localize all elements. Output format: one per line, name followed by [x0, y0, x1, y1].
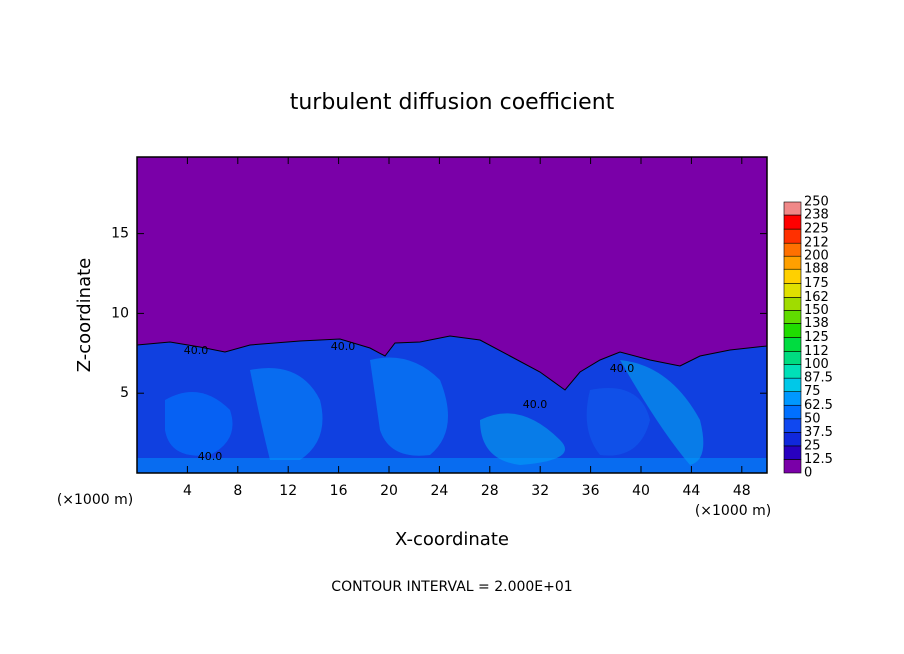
colorbar-label: 138: [804, 316, 829, 331]
x-axis-title: X-coordinate: [395, 529, 509, 550]
contour-label: 40.0: [184, 344, 209, 357]
colorbar-label: 150: [804, 303, 829, 318]
x-tick-label: 36: [582, 483, 600, 499]
colorbar-label: 50: [804, 411, 821, 426]
colorbar-label: 225: [804, 222, 829, 237]
colorbar-label: 162: [804, 290, 829, 305]
colorbar-label: 0: [804, 466, 812, 481]
colorbar-swatch: [783, 351, 802, 365]
chart-title: turbulent diffusion coefficient: [290, 90, 615, 115]
x-tick-label: 24: [430, 483, 448, 499]
contour-label: 40.0: [523, 398, 548, 411]
colorbar-swatch: [783, 282, 802, 298]
colorbar-swatch: [783, 364, 802, 379]
colorbar-swatch: [783, 297, 802, 311]
colorbar-swatch: [783, 255, 802, 270]
colorbar-label: 250: [804, 195, 829, 210]
x-tick-label: 40: [632, 483, 650, 499]
swirl: [480, 413, 565, 465]
x-unit-label: (×1000 m): [695, 503, 771, 519]
colorbar-swatch: [783, 418, 802, 433]
colorbar-swatch: [783, 445, 802, 460]
swirl: [250, 368, 323, 460]
colorbar-swatch: [783, 323, 802, 338]
swirl: [370, 357, 448, 456]
x-tick-label: 16: [330, 483, 348, 499]
y-tick-label: 5: [120, 385, 129, 401]
contour-label: 40.0: [610, 362, 635, 375]
colorbar-swatch: [783, 228, 802, 244]
colorbar-swatch: [783, 242, 802, 257]
colorbar-swatch: [783, 268, 802, 284]
colorbar-swatch: [783, 214, 802, 230]
swirl: [165, 392, 233, 456]
colorbar-label: 100: [804, 357, 829, 372]
footer: CONTOUR INTERVAL = 2.000E+01: [331, 579, 572, 595]
colorbar-label: 87.5: [804, 371, 833, 386]
colorbar-swatch: [783, 459, 802, 474]
colorbar-label: 62.5: [804, 398, 833, 413]
colorbar-label: 37.5: [804, 425, 833, 440]
colorbar-swatch: [783, 404, 802, 420]
x-unit-label: (×1000 m): [57, 492, 133, 508]
colorbar-label: 175: [804, 276, 829, 291]
contour-label: 40.0: [331, 340, 356, 353]
colorbar-label: 75: [804, 384, 821, 399]
colorbar-label: 200: [804, 249, 829, 264]
colorbar-swatch: [783, 377, 802, 392]
colorbar-swatch: [783, 337, 802, 352]
colorbar-swatch: [783, 391, 802, 406]
colorbar-swatch: [783, 310, 802, 324]
x-tick-label: 32: [531, 483, 549, 499]
colorbar-label: 238: [804, 208, 829, 223]
x-tick-label: 12: [279, 483, 297, 499]
colorbar-label: 25: [804, 438, 821, 453]
x-tick-label: 28: [481, 483, 499, 499]
swirl: [620, 360, 704, 465]
colorbar-swatch: [783, 432, 802, 447]
y-tick-label: 15: [111, 226, 129, 242]
surface-layer: [137, 458, 767, 473]
colorbar-label: 125: [804, 330, 829, 345]
x-tick-label: 44: [682, 483, 700, 499]
colorbar-label: 112: [804, 344, 829, 359]
swirl: [586, 388, 650, 456]
x-tick-label: 4: [183, 483, 192, 499]
x-tick-label: 20: [380, 483, 398, 499]
colorbar-label: 12.5: [804, 452, 833, 467]
x-tick-label: 8: [233, 483, 242, 499]
y-axis-title: Z-coordinate: [74, 258, 95, 373]
colorbar-label: 188: [804, 262, 829, 277]
field: [136, 156, 768, 474]
x-tick-label: 48: [733, 483, 751, 499]
colorbar-label: 212: [804, 236, 829, 251]
y-tick-label: 10: [111, 305, 129, 321]
colorbar-swatch: [783, 201, 802, 216]
plot-frame: [136, 156, 768, 474]
contour-label: 40.0: [198, 450, 223, 463]
